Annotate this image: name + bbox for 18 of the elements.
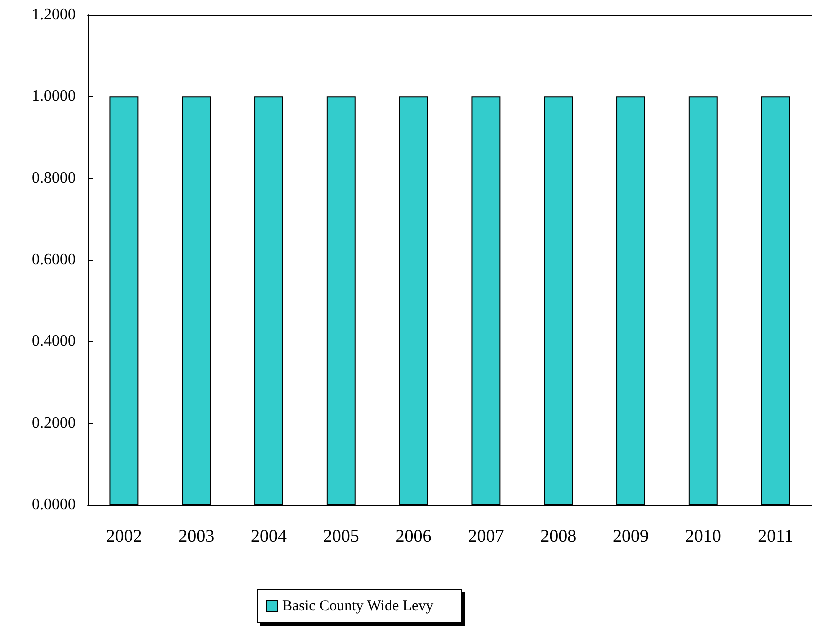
x-tick-label: 2010 (685, 526, 722, 546)
y-tick-label: 0.0000 (32, 496, 76, 514)
x-tick-label: 2005 (323, 526, 360, 546)
x-tick-label: 2004 (251, 526, 287, 546)
x-tick-label: 2008 (540, 526, 577, 546)
y-tick-label: 0.6000 (32, 252, 76, 268)
y-tick-label: 0.2000 (32, 414, 76, 432)
x-tick-label: 2011 (758, 526, 794, 546)
x-tick-label: 2002 (106, 526, 142, 546)
x-tick-label: 2007 (468, 526, 504, 546)
y-tick-label: 1.2000 (32, 6, 76, 24)
x-tick-label: 2006 (396, 526, 432, 546)
legend-label: Basic County Wide Levy (282, 598, 434, 614)
y-tick-label: 0.8000 (32, 170, 76, 187)
x-tick-label: 2003 (178, 526, 215, 546)
y-tick-label: 1.0000 (32, 88, 76, 106)
y-tick-label: 0.4000 (32, 333, 76, 350)
x-tick-label: 2009 (613, 526, 649, 546)
